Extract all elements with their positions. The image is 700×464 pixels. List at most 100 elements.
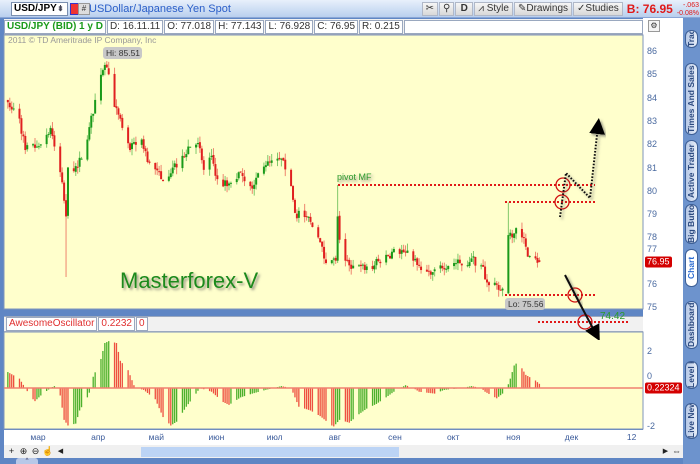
drawings-button[interactable]: ✎Drawings: [513, 2, 573, 16]
candle: [173, 160, 176, 170]
studies-label: Studies: [585, 3, 619, 14]
wrench-icon[interactable]: ⚲: [438, 2, 455, 16]
time-axis[interactable]: мар апр май июн июл авг сен окт ноя дек 12: [4, 430, 643, 445]
candle-body: [363, 264, 366, 271]
candle: [18, 103, 21, 124]
candle-body: [292, 186, 295, 200]
time-tick-label: авг: [328, 432, 341, 442]
candle: [293, 198, 296, 214]
studies-button[interactable]: ✓Studies: [573, 2, 623, 16]
candle-body: [338, 215, 341, 240]
candle-body: [251, 185, 254, 189]
candle-body: [257, 173, 260, 178]
bottom-scrollbar: + ⊕ ⊖ ☝ ◀ ▶ ⇔: [4, 445, 683, 458]
scroll-right-icon[interactable]: ▶: [662, 448, 669, 455]
crosshair-icon[interactable]: +: [8, 446, 15, 456]
up-scenario-arrow[interactable]: [559, 118, 606, 218]
candle-body: [239, 171, 242, 173]
info-high: H: 77.143: [215, 20, 265, 34]
candle: [276, 152, 279, 167]
candle-body: [255, 177, 258, 185]
symbol-list-icon[interactable]: #: [78, 3, 90, 15]
dropdown-arrow-icon[interactable]: ⇟: [57, 4, 64, 13]
candle: [456, 253, 459, 271]
candle-body: [400, 250, 403, 254]
candle: [303, 203, 306, 223]
candle-body: [350, 264, 353, 269]
chart-canvas[interactable]: 2011 © TD Ameritrade IP Company, Inc Mas…: [0, 0, 683, 445]
candle-body: [418, 264, 421, 266]
pivot-label: pivot MF: [337, 172, 372, 182]
down-scenario-arrow[interactable]: [564, 274, 581, 305]
candle: [185, 149, 188, 162]
scroll-thumb[interactable]: [141, 447, 399, 457]
sidebar-tab-chart[interactable]: Chart: [685, 249, 698, 287]
candle: [484, 261, 487, 280]
candle-body: [140, 139, 143, 145]
candle-body: [268, 161, 271, 163]
sidebar-tab-big-buttons[interactable]: Big Buttons: [685, 204, 698, 244]
candle: [107, 61, 110, 76]
sidebar-tab-level-ii[interactable]: Level II: [685, 361, 698, 389]
candle-body: [113, 73, 116, 107]
chart-settings-icon[interactable]: ⚙: [648, 20, 660, 32]
collapse-tab-icon[interactable]: ^: [16, 458, 38, 464]
candle-body: [173, 163, 176, 167]
candle-body: [385, 254, 388, 263]
circle-markers: [554, 177, 583, 303]
hand-icon[interactable]: ☝: [42, 446, 54, 456]
price-tick-label: 80: [647, 185, 658, 196]
sidebar-tab-live-news[interactable]: Live News: [685, 403, 698, 439]
price-tick-label: 77: [647, 244, 658, 255]
candle-body: [474, 256, 477, 266]
candle: [195, 143, 198, 154]
fit-icon[interactable]: ⇔: [672, 446, 681, 456]
sidebar-tab-times-and-sales[interactable]: Times And Sales: [685, 63, 698, 135]
candle-body: [134, 142, 137, 145]
candle: [105, 61, 108, 68]
candle-body: [493, 282, 496, 285]
info-open: O: 77.018: [164, 20, 215, 34]
price-axis[interactable]: ⚙ 75 76 77 78 79 80 81 82 83 84 85 86 2 0 -2 76.95 0.2…: [643, 18, 683, 445]
candle-body: [520, 228, 523, 238]
candle-body: [243, 176, 246, 182]
osc-name[interactable]: AwesomeOscillator: [6, 317, 98, 331]
candle: [142, 135, 145, 153]
candle-body: [262, 166, 265, 174]
zoom-in-icon[interactable]: ⊕: [19, 446, 28, 456]
style-button[interactable]: ⩘ Style: [474, 2, 513, 16]
candle: [501, 287, 504, 297]
candle: [344, 233, 347, 267]
candle-body: [76, 166, 79, 168]
candle-body: [487, 282, 490, 286]
candle-body: [336, 216, 339, 261]
sidebar-tab-dashboard[interactable]: Dashboard: [685, 301, 698, 349]
candle-body: [392, 248, 395, 253]
symbol-description: USDollar/Japanese Yen Spot: [89, 3, 231, 15]
candle-body: [311, 222, 314, 227]
sidebar-tab-trade[interactable]: Trade: [685, 30, 698, 48]
candle: [400, 244, 403, 260]
candle: [90, 113, 93, 134]
scroll-left-icon[interactable]: ◀: [57, 448, 64, 455]
sidebar-tab-active-trader[interactable]: Active Trader: [685, 140, 698, 202]
candle-body: [119, 114, 122, 119]
candle: [20, 114, 23, 141]
candle: [466, 260, 469, 268]
zoom-out-icon[interactable]: ⊖: [31, 446, 40, 456]
candle: [499, 285, 502, 291]
candle: [453, 258, 456, 270]
symbol-selector[interactable]: USD/JPY ⇟: [11, 2, 68, 16]
candle: [522, 232, 525, 244]
candle-body: [148, 161, 151, 163]
candle-body: [447, 265, 450, 270]
change-box: -.063 -0.08%: [677, 2, 699, 18]
candle: [196, 137, 199, 148]
candle: [189, 146, 192, 148]
candle: [113, 67, 116, 108]
aggregation-button[interactable]: D: [455, 2, 474, 16]
settings-icon[interactable]: ✂: [421, 2, 438, 16]
candle: [251, 181, 254, 194]
candle-body: [344, 239, 347, 261]
candle-body: [237, 172, 240, 179]
